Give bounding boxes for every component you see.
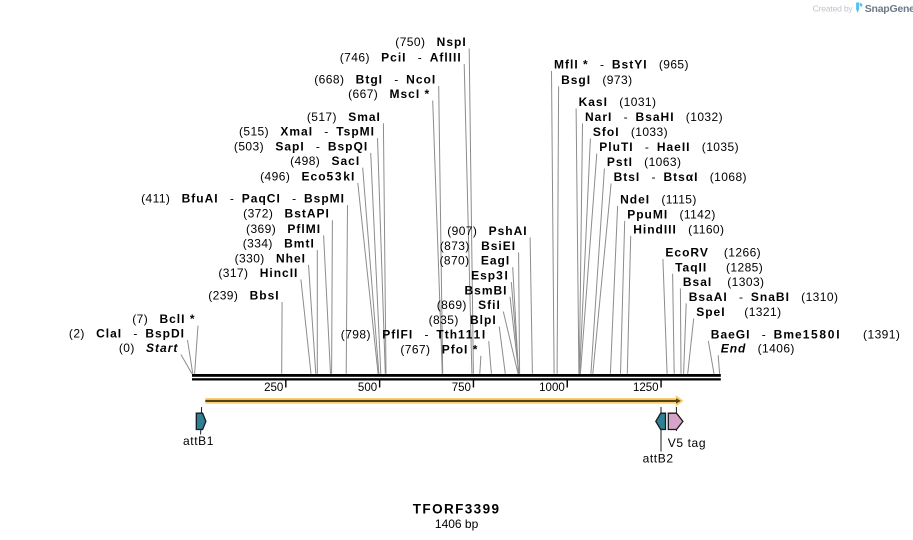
svg-text:1250: 1250 — [633, 382, 659, 394]
svg-text:SnapGene: SnapGene — [865, 3, 913, 15]
svg-text:1000: 1000 — [539, 382, 565, 394]
svg-text:BsaI (1303): BsaI (1303) — [683, 275, 765, 289]
svg-text:BtsI - BtsαI (1068): BtsI - BtsαI (1068) — [614, 170, 747, 184]
svg-text:1406 bp: 1406 bp — [435, 517, 479, 531]
svg-text:(0) Start: (0) Start — [119, 341, 179, 355]
svg-text:(239) BbsI: (239) BbsI — [208, 289, 279, 303]
svg-text:V5 tag: V5 tag — [668, 436, 706, 450]
svg-text:MflI * - BstYI (965): MflI * - BstYI (965) — [554, 58, 689, 72]
svg-text:(746) PciI - AflIII: (746) PciI - AflIII — [340, 51, 462, 65]
svg-text:(750) NspI: (750) NspI — [395, 35, 466, 49]
svg-text:(498) SacI: (498) SacI — [290, 154, 360, 168]
svg-text:(517) SmaI: (517) SmaI — [307, 110, 381, 124]
svg-text:(2) ClaI - BspDI: (2) ClaI - BspDI — [69, 327, 185, 341]
svg-text:(667) MscI *: (667) MscI * — [348, 87, 430, 101]
svg-text:(503) SapI - BspQI: (503) SapI - BspQI — [234, 139, 368, 153]
svg-text:KasI (1031): KasI (1031) — [579, 95, 657, 109]
svg-text:BsmBI: BsmBI — [464, 283, 507, 297]
svg-text:SfoI (1033): SfoI (1033) — [593, 125, 668, 139]
svg-text:(330) NheI: (330) NheI — [235, 251, 306, 265]
svg-text:(835) BlpI: (835) BlpI — [429, 313, 497, 327]
svg-text:PstI (1063): PstI (1063) — [607, 155, 682, 169]
svg-text:BsgI (973): BsgI (973) — [561, 73, 632, 87]
svg-text:(907) PshAI: (907) PshAI — [447, 224, 527, 238]
svg-text:(767) PfoI *: (767) PfoI * — [400, 342, 478, 356]
svg-text:(873) BsiEI: (873) BsiEI — [440, 239, 516, 253]
svg-text:EcoRV (1266): EcoRV (1266) — [665, 246, 761, 260]
svg-text:Esp3I: Esp3I — [471, 269, 509, 283]
svg-text:(372) BstAPI: (372) BstAPI — [243, 207, 330, 221]
svg-text:NdeI (1115): NdeI (1115) — [620, 193, 697, 207]
svg-text:Created by: Created by — [813, 3, 854, 13]
svg-text:TFORF3399: TFORF3399 — [413, 502, 501, 517]
svg-text:(7) BclI *: (7) BclI * — [132, 312, 195, 326]
svg-text:(798) PflFI - Tth111I: (798) PflFI - Tth111I — [341, 328, 486, 342]
svg-text:750: 750 — [452, 382, 471, 394]
svg-text:End (1406): End (1406) — [721, 342, 795, 356]
svg-text:attB1: attB1 — [183, 434, 214, 448]
svg-text:(869) SfiI: (869) SfiI — [437, 298, 501, 312]
svg-text:PluTI - HaeII (1035): PluTI - HaeII (1035) — [599, 140, 739, 154]
svg-text:TaqII (1285): TaqII (1285) — [675, 260, 763, 274]
svg-text:SpeI (1321): SpeI (1321) — [696, 305, 781, 319]
svg-text:PpuMI (1142): PpuMI (1142) — [627, 208, 716, 222]
svg-text:(668) BtgI - NcoI: (668) BtgI - NcoI — [314, 73, 436, 87]
svg-text:BsaAI - SnaBI (1310): BsaAI - SnaBI (1310) — [689, 290, 839, 304]
svg-text:500: 500 — [358, 382, 377, 394]
svg-text:HindIII (1160): HindIII (1160) — [633, 223, 724, 237]
svg-text:(496) Eco53kI: (496) Eco53kI — [260, 170, 355, 184]
svg-text:(334) BmtI: (334) BmtI — [243, 236, 315, 250]
svg-text:NarI - BsaHI (1032): NarI - BsaHI (1032) — [585, 110, 723, 124]
svg-text:(411) BfuAI - PaqCI -: (411) BfuAI - PaqCI - BspMI — [141, 192, 345, 206]
svg-text:(870) EagI: (870) EagI — [439, 254, 510, 268]
svg-text:attB2: attB2 — [643, 451, 674, 465]
svg-text:250: 250 — [264, 382, 283, 394]
svg-text:(317) HincII: (317) HincII — [218, 266, 298, 280]
svg-text:BaeGI - Bme1580I (1391: BaeGI - Bme1580I (1391) — [711, 327, 900, 341]
svg-text:(369) PflMI: (369) PflMI — [246, 222, 321, 236]
svg-text:(515) XmaI - TspMI: (515) XmaI - TspMI — [239, 125, 375, 139]
